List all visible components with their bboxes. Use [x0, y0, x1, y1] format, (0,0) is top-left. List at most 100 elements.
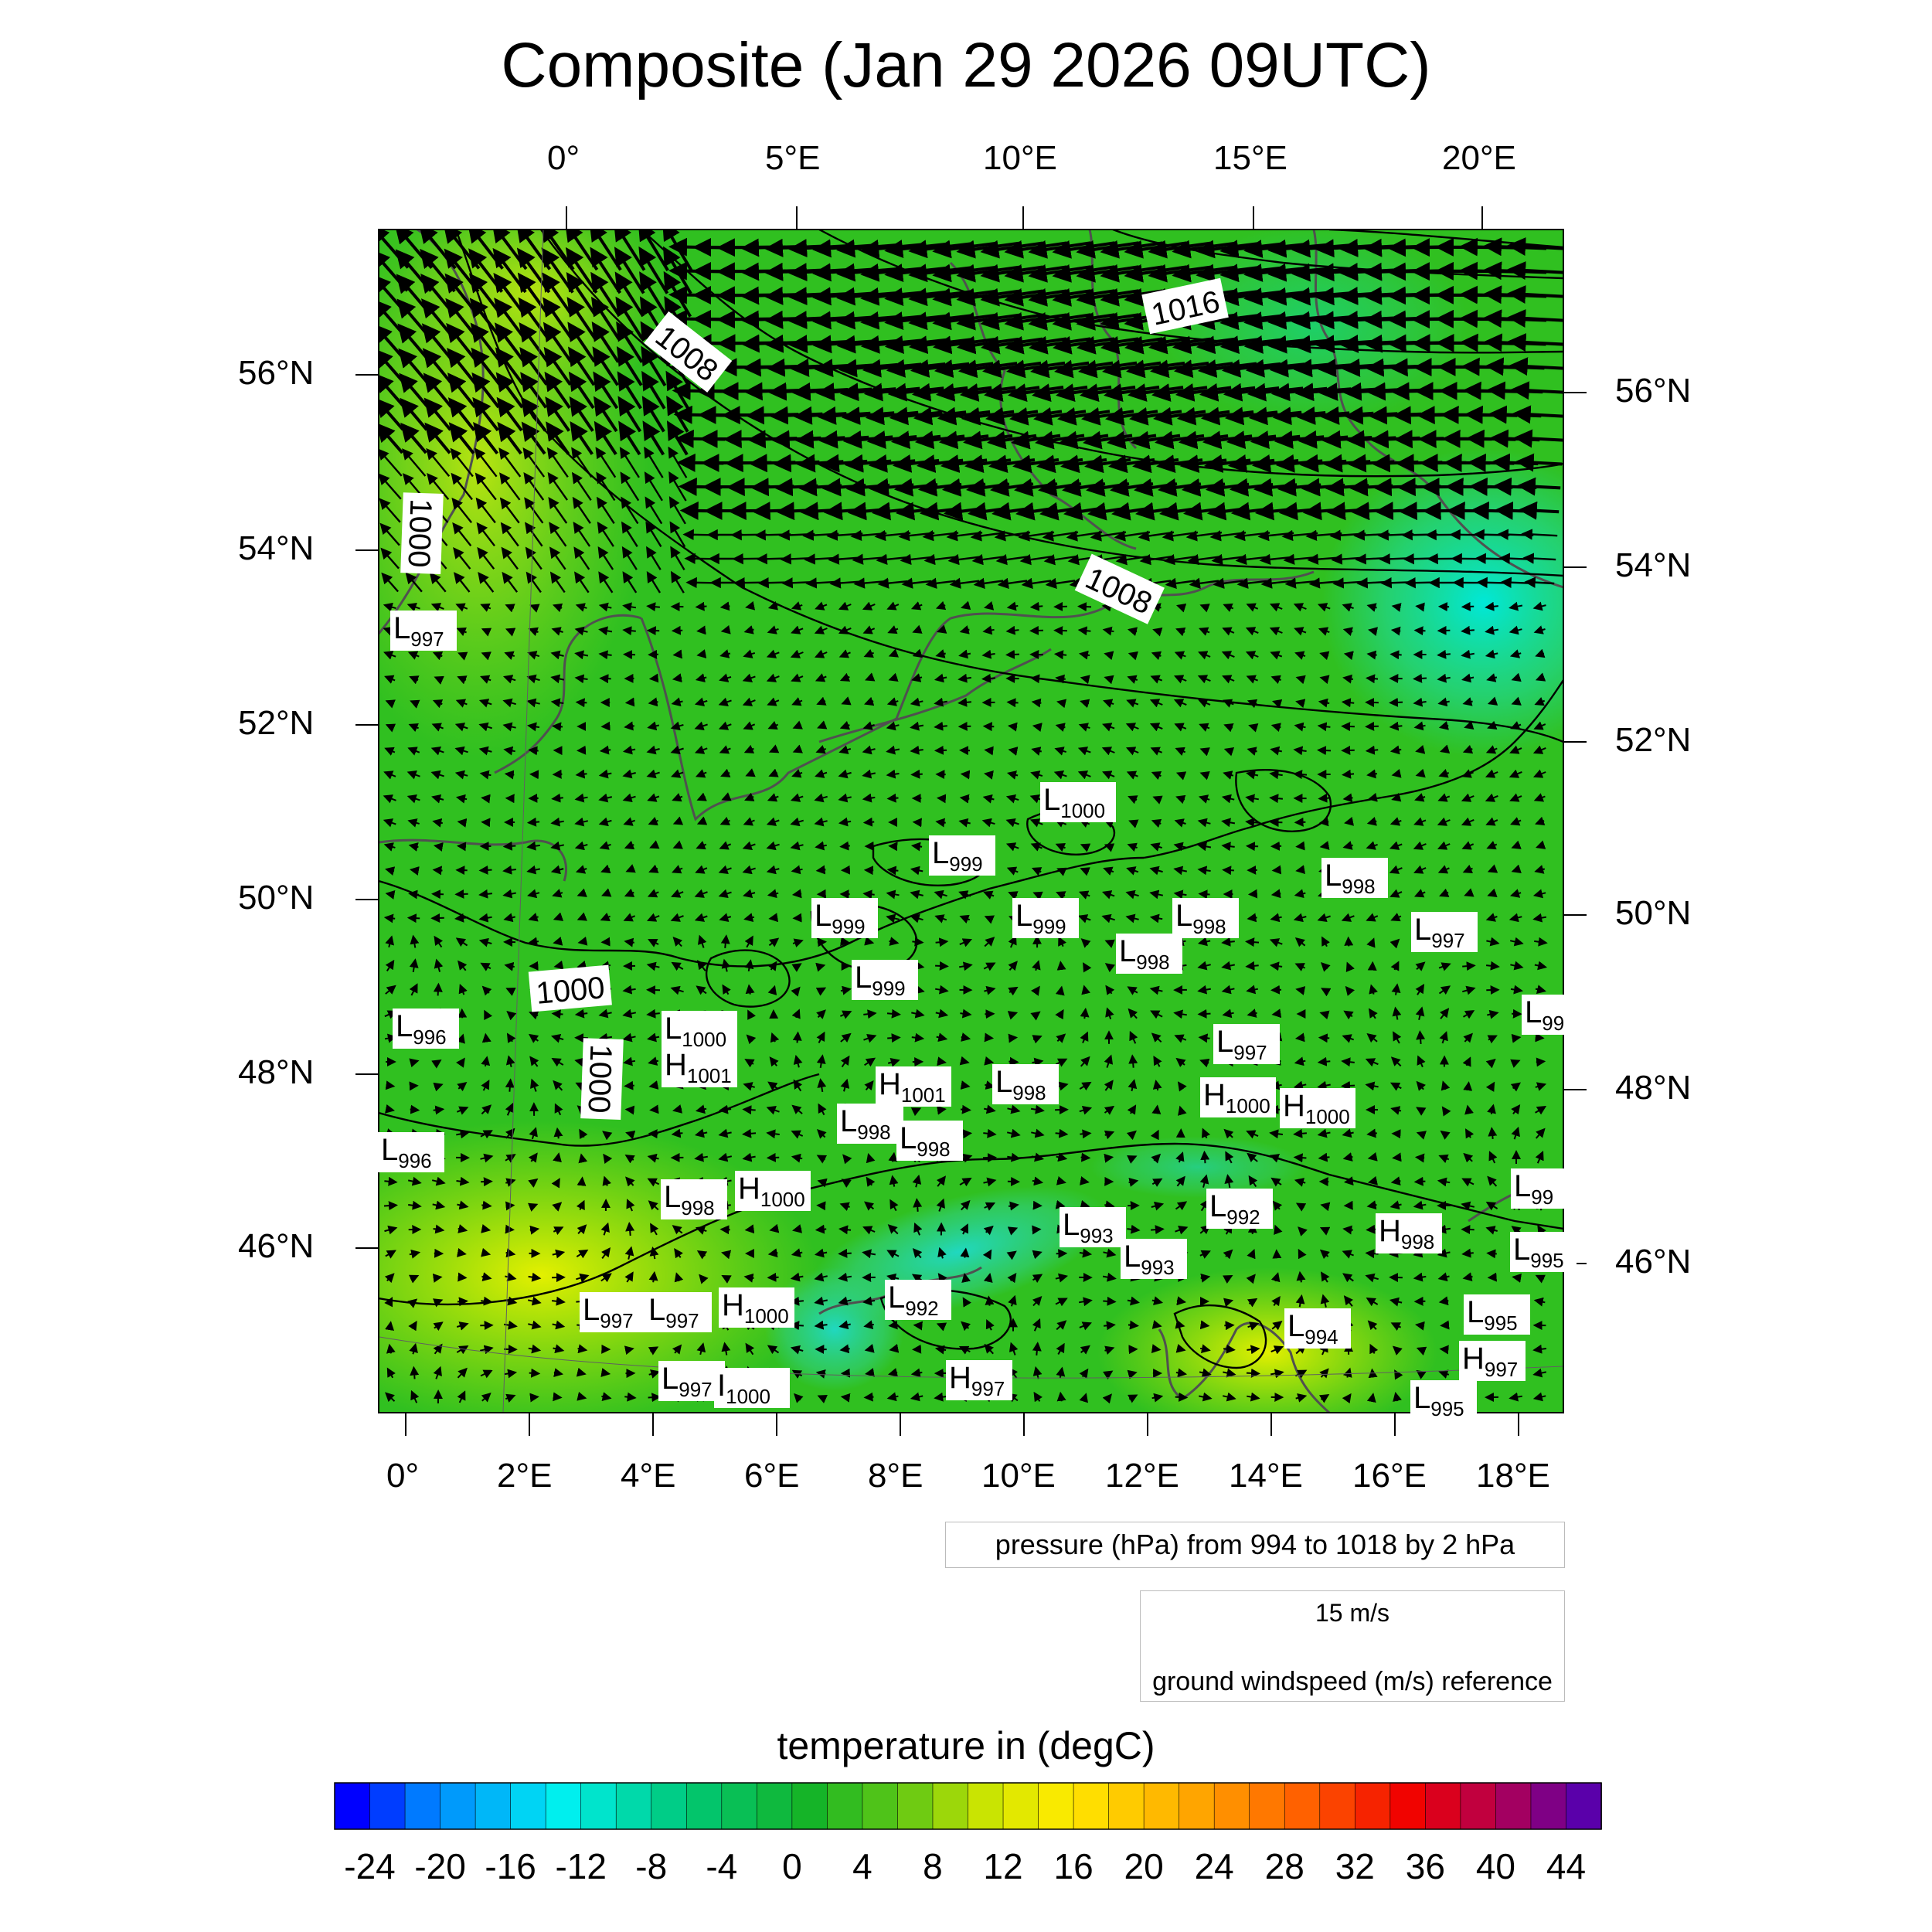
- colorbar-swatch: [1108, 1782, 1145, 1830]
- wind-vector: [546, 421, 570, 455]
- wind-vector: [648, 1393, 662, 1403]
- wind-vector: [614, 271, 645, 318]
- wind-vector: [501, 546, 519, 570]
- wind-vector: [405, 572, 423, 593]
- wind-vector: [527, 651, 540, 660]
- pressure-center-label: L997: [1213, 1024, 1280, 1064]
- wind-vector: [888, 648, 900, 658]
- wind-vector: [519, 321, 549, 362]
- wind-vector: [550, 650, 564, 660]
- wind-vector: [573, 546, 590, 570]
- wind-vector: [1223, 603, 1234, 612]
- colorbar-tick-label: 36: [1405, 1846, 1445, 1886]
- wind-vector: [1032, 1342, 1042, 1355]
- pressure-center-label: L998: [1321, 858, 1388, 898]
- bottom-lon-label-8e: 8°E: [868, 1457, 923, 1495]
- wind-vector: [575, 698, 587, 708]
- wind-vector: [452, 522, 472, 546]
- top-lon-label-10e: 10°E: [983, 139, 1057, 177]
- wind-vector: [912, 818, 922, 828]
- pressure-center-label: L1000: [662, 1011, 737, 1051]
- wind-vector: [1515, 453, 1563, 472]
- colorbar-tick-label: 4: [852, 1846, 872, 1886]
- wind-vector: [622, 626, 636, 636]
- pressure-center-label: L998: [1116, 934, 1182, 974]
- wind-vector: [1056, 961, 1066, 971]
- wind-vector: [595, 447, 617, 478]
- pressure-center-label: L994: [1284, 1308, 1351, 1349]
- wind-vector: [937, 624, 947, 634]
- wind-vector: [1246, 1368, 1260, 1378]
- left-lat-label-54n: 54°N: [238, 529, 315, 567]
- wind-vector: [910, 601, 923, 611]
- pressure-center-label: L998: [1172, 898, 1239, 938]
- wind-vector: [912, 648, 923, 658]
- colorbar-swatch: [369, 1782, 406, 1830]
- wind-vector: [644, 446, 664, 478]
- wind-vector: [543, 321, 573, 363]
- wind-vector: [838, 649, 851, 658]
- colorbar-swatch: [1284, 1782, 1321, 1830]
- wind-vector: [379, 448, 403, 477]
- wind-vector: [454, 889, 468, 899]
- wind-vector: [1521, 529, 1558, 540]
- pressure-center-label: L1000: [1040, 782, 1116, 822]
- wind-vector: [621, 546, 638, 570]
- right-lat-label-50n: 50°N: [1615, 894, 1692, 932]
- wind-vector: [429, 572, 447, 593]
- wind-vector: [433, 842, 444, 852]
- wind-vector: [985, 1295, 995, 1306]
- colorbar-swatch: [1355, 1782, 1391, 1830]
- pressure-center-label: L996: [378, 1132, 444, 1172]
- wind-vector: [572, 496, 591, 524]
- wind-vector: [720, 624, 731, 634]
- svg-text:1000: 1000: [581, 1044, 617, 1114]
- wind-reference-label: ground windspeed (m/s) reference: [1152, 1667, 1553, 1696]
- bottom-lon-label-16e: 16°E: [1352, 1457, 1427, 1495]
- map-title: Composite (Jan 29 2026 09UTC): [501, 30, 1431, 100]
- wind-vector: [457, 651, 468, 661]
- wind-vector: [696, 625, 706, 635]
- wind-vector: [1391, 603, 1402, 612]
- wind-vector: [457, 1272, 468, 1282]
- wind-vector: [744, 1224, 755, 1234]
- wind-vector: [384, 1176, 398, 1186]
- wind-vector: [544, 371, 571, 409]
- bottom-lon-label-6e: 6°E: [744, 1457, 800, 1495]
- top-lon-label-0: 0°: [547, 139, 580, 177]
- wind-vector: [1151, 1225, 1165, 1235]
- wind-vector: [1102, 626, 1114, 636]
- colorbar-tick-label: 44: [1546, 1846, 1587, 1886]
- wind-vector: [1293, 603, 1307, 612]
- wind-vector: [1390, 626, 1401, 636]
- wind-vector: [1507, 260, 1563, 280]
- wind-vector: [1198, 889, 1210, 900]
- wind-reference-speed: 15 m/s: [1315, 1599, 1390, 1627]
- wind-vector: [1487, 1272, 1497, 1282]
- wind-vector: [447, 347, 477, 386]
- wind-vector: [791, 601, 803, 611]
- wind-vector: [984, 601, 995, 611]
- wind-vector: [430, 603, 444, 612]
- wind-vector: [1317, 603, 1331, 612]
- wind-vector: [551, 1009, 563, 1019]
- wind-vector: [481, 651, 492, 661]
- wind-vector: [598, 602, 612, 612]
- wind-vector: [1509, 357, 1563, 376]
- wind-vector: [1053, 650, 1067, 660]
- wind-vector: [597, 521, 614, 547]
- wind-vector: [886, 601, 900, 611]
- colorbar-tick-label: 0: [782, 1846, 802, 1886]
- colorbar-swatch: [862, 1782, 899, 1830]
- wind-vector: [476, 522, 495, 547]
- wind-vector: [1462, 961, 1476, 971]
- wind-vector: [1486, 1249, 1497, 1259]
- wind-vector: [573, 522, 591, 547]
- wind-vector: [961, 600, 971, 611]
- wind-vector: [1224, 1321, 1235, 1331]
- wind-vector: [577, 1176, 587, 1186]
- wind-vector: [474, 447, 498, 478]
- wind-vector: [524, 522, 543, 547]
- colorbar-tick-label: 28: [1264, 1846, 1304, 1886]
- colorbar-swatch: [1073, 1782, 1110, 1830]
